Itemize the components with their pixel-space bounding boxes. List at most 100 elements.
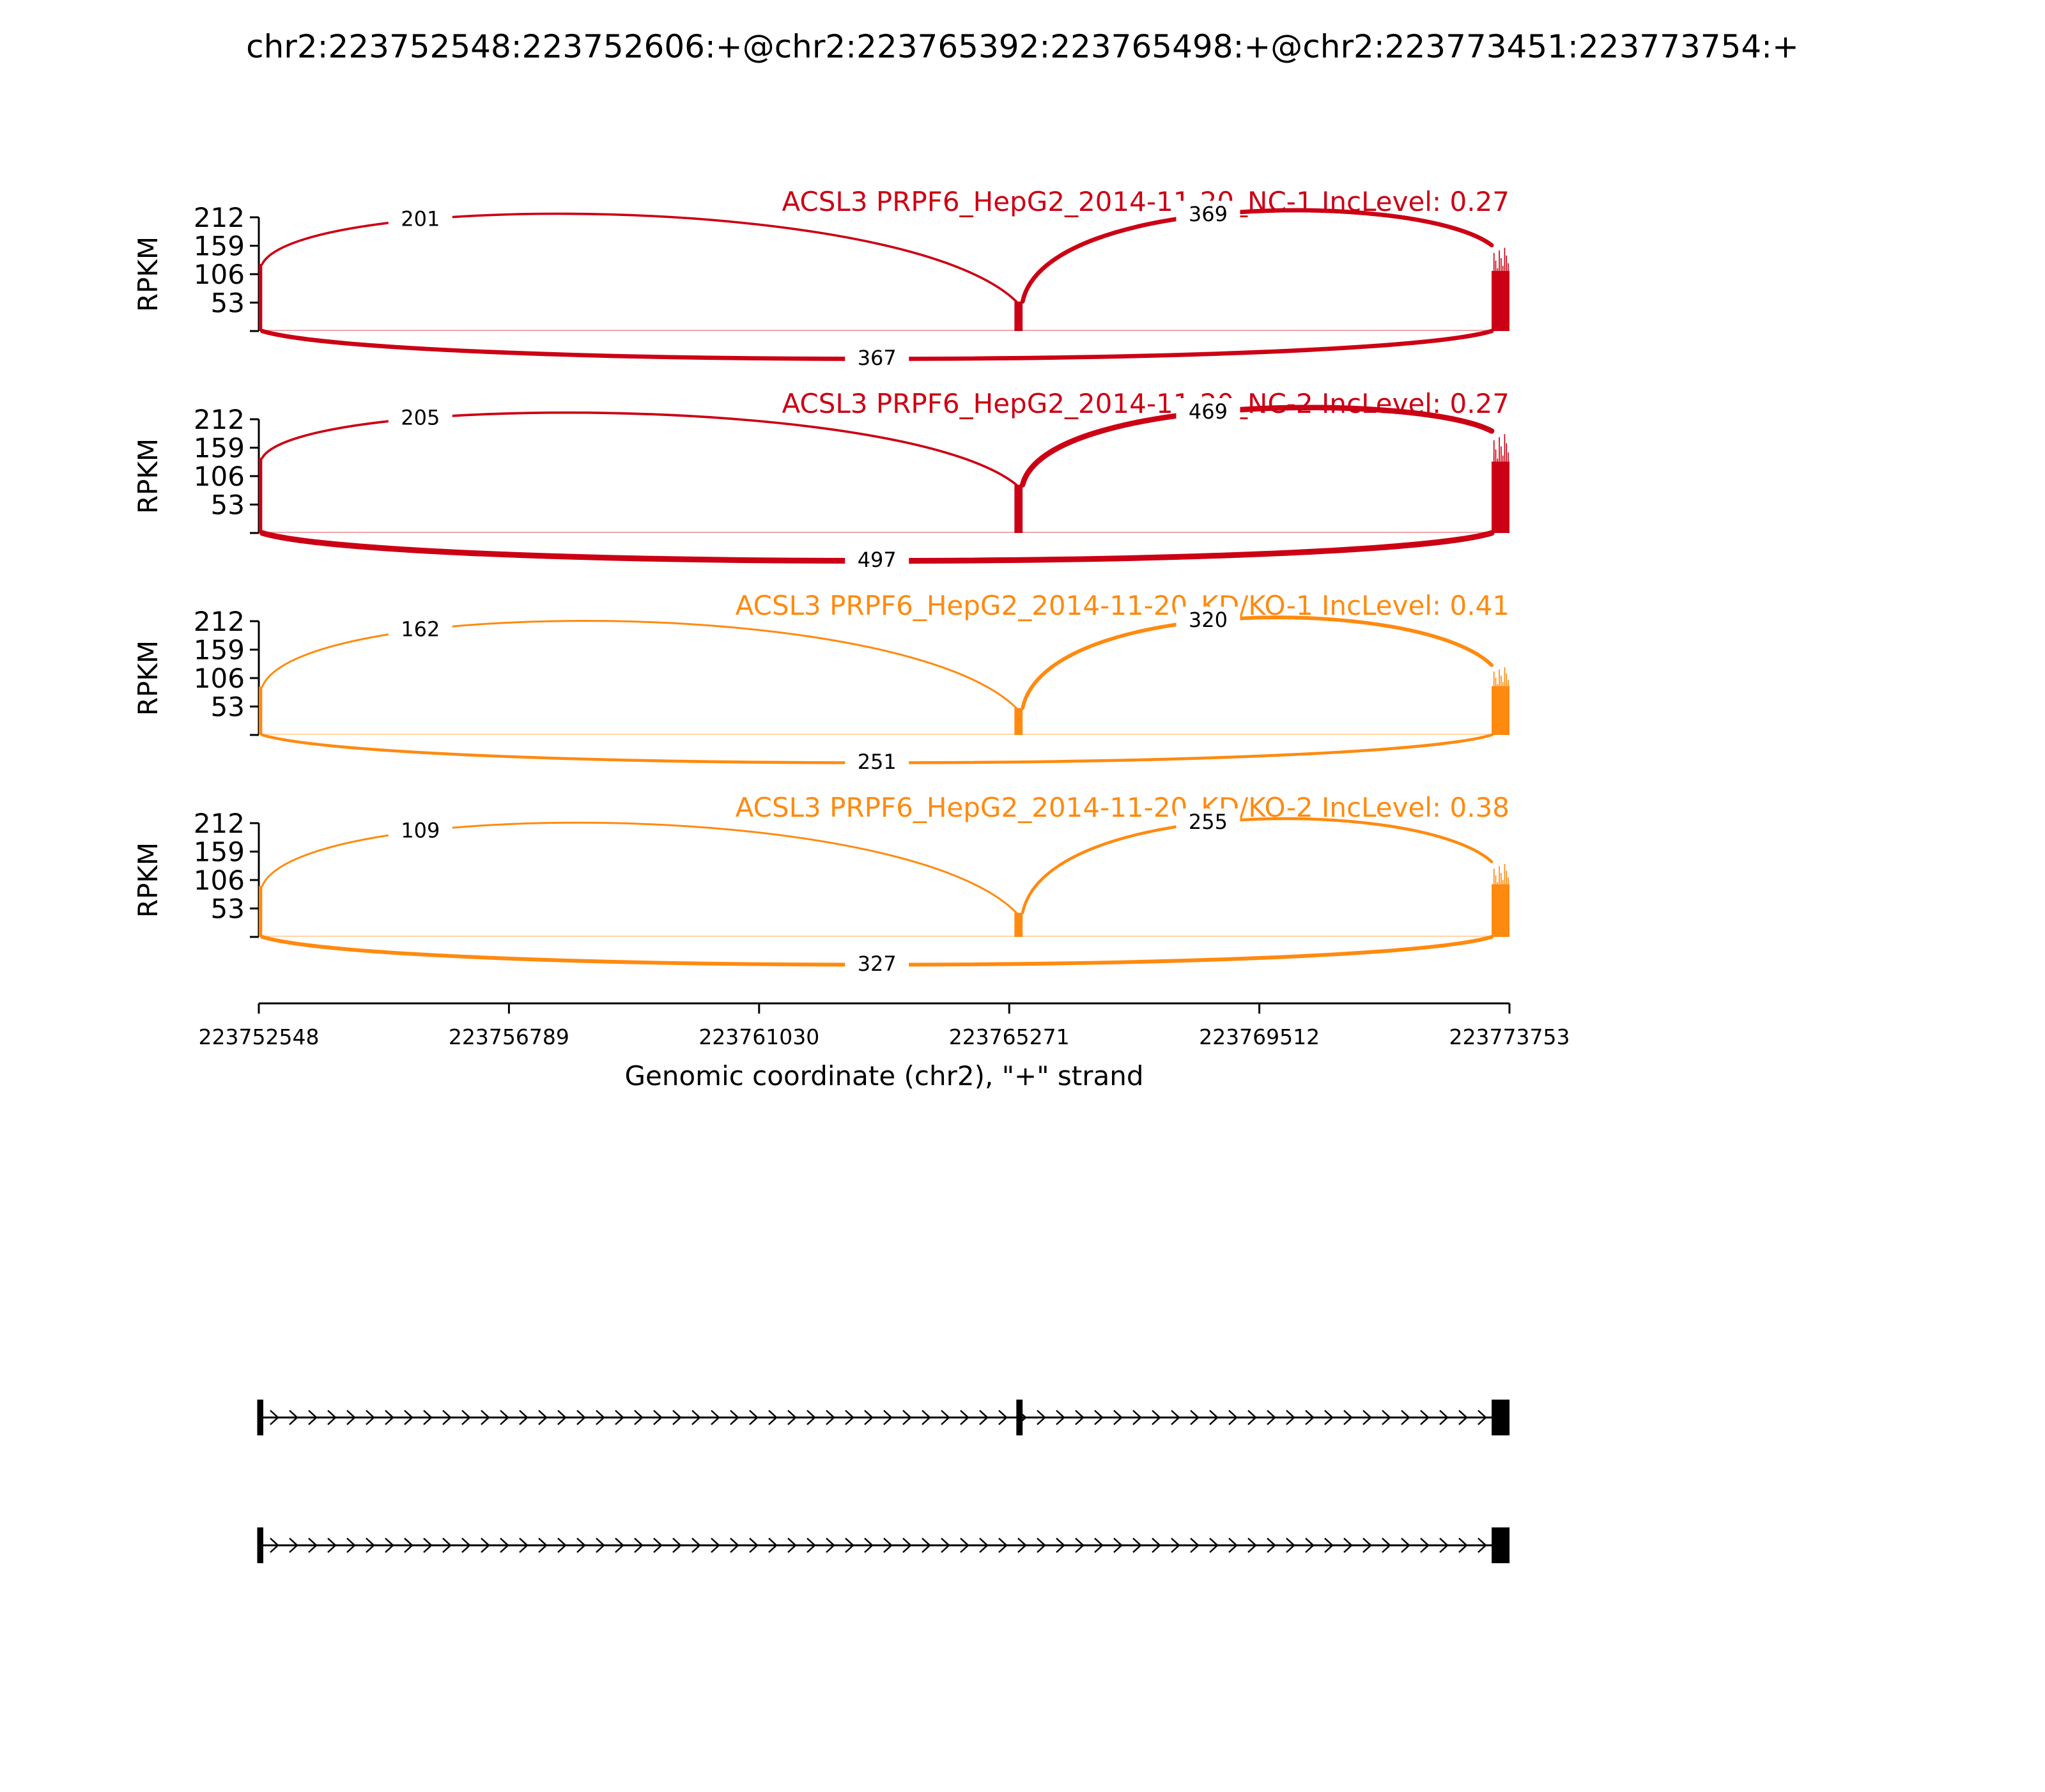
exon-coverage xyxy=(1492,461,1493,533)
y-tick-label: 53 xyxy=(211,490,245,521)
strand-arrow xyxy=(538,1538,548,1553)
strand-arrow xyxy=(1305,1538,1315,1553)
exon-coverage xyxy=(1495,677,1497,735)
strand-arrow xyxy=(1305,1410,1315,1425)
strand-arrow xyxy=(1420,1410,1430,1425)
strand-arrow xyxy=(1094,1410,1104,1425)
y-tick-label: 53 xyxy=(211,288,245,319)
strand-arrow xyxy=(1228,1410,1238,1425)
x-tick-label: 223773753 xyxy=(1449,1024,1570,1049)
exon-coverage xyxy=(259,264,263,331)
strand-arrow xyxy=(922,1538,931,1553)
strand-arrow xyxy=(576,1538,586,1553)
strand-arrow xyxy=(1382,1410,1391,1425)
panel-label: ACSL3 PRPF6_HepG2_2014-11-20_KD/KO-1 Inc… xyxy=(736,590,1509,621)
exon-coverage xyxy=(1493,252,1495,331)
junction-arc xyxy=(261,620,1017,709)
strand-arrow xyxy=(1362,1538,1372,1553)
strand-arrow xyxy=(711,1538,720,1553)
junction-count-bg xyxy=(1176,398,1240,424)
exon-coverage xyxy=(1501,258,1502,331)
strand-arrow xyxy=(749,1410,759,1425)
exon-coverage xyxy=(1499,866,1500,937)
exon-coverage xyxy=(259,686,263,735)
x-tick-label: 223756789 xyxy=(449,1024,569,1049)
strand-arrow xyxy=(1247,1410,1257,1425)
strand-arrow xyxy=(1209,1538,1219,1553)
junction-count-bg xyxy=(1176,606,1240,633)
junction-count-bg xyxy=(388,615,452,642)
strand-arrow xyxy=(500,1410,509,1425)
strand-arrow xyxy=(806,1410,816,1425)
exon-coverage xyxy=(1493,671,1495,735)
isoform-exon xyxy=(259,1400,263,1435)
exon-coverage xyxy=(1497,882,1499,937)
exon-coverage xyxy=(1014,913,1023,937)
strand-arrow xyxy=(327,1410,337,1425)
strand-arrow xyxy=(1478,1538,1487,1553)
strand-arrow xyxy=(1209,1410,1219,1425)
strand-arrow xyxy=(596,1538,605,1553)
strand-arrow xyxy=(346,1410,356,1425)
strand-arrow xyxy=(1113,1410,1123,1425)
y-tick-label: 53 xyxy=(211,893,245,925)
strand-arrow xyxy=(768,1410,778,1425)
strand-arrow xyxy=(960,1538,969,1553)
strand-arrow xyxy=(1343,1538,1353,1553)
strand-arrow xyxy=(442,1538,452,1553)
exon-coverage xyxy=(1506,443,1508,533)
exon-coverage xyxy=(1493,440,1495,533)
panel-label: ACSL3 PRPF6_HepG2_2014-11-20_NC-1 IncLev… xyxy=(782,186,1509,217)
junction-count-label: 320 xyxy=(1189,608,1228,632)
strand-arrow xyxy=(1190,1410,1200,1425)
junction-arc xyxy=(1021,615,1494,710)
strand-arrow xyxy=(1420,1538,1430,1553)
exon-coverage xyxy=(1508,679,1509,735)
strand-arrow xyxy=(1478,1410,1487,1425)
exon-coverage xyxy=(1508,877,1509,937)
exon-coverage xyxy=(1506,673,1508,735)
junction-count-bg xyxy=(1176,808,1240,835)
strand-arrow xyxy=(270,1410,279,1425)
strand-arrow xyxy=(461,1538,471,1553)
junction-arc xyxy=(261,411,1018,486)
strand-arrow xyxy=(1401,1538,1410,1553)
exon-coverage xyxy=(1504,247,1506,331)
strand-arrow xyxy=(979,1410,989,1425)
strand-arrow xyxy=(557,1538,567,1553)
junction-count-label: 201 xyxy=(401,206,440,231)
junction-arc xyxy=(1021,817,1493,915)
junction-count-label: 251 xyxy=(858,750,897,774)
strand-arrow xyxy=(1171,1538,1180,1553)
strand-arrow xyxy=(442,1410,452,1425)
strand-arrow xyxy=(979,1538,989,1553)
strand-arrow xyxy=(1190,1538,1200,1553)
x-tick-label: 223752548 xyxy=(199,1024,320,1049)
exon-coverage xyxy=(1502,265,1504,331)
strand-arrow xyxy=(1056,1410,1065,1425)
y-tick-label: 53 xyxy=(211,691,245,723)
exon-coverage xyxy=(1502,682,1504,735)
strand-arrow xyxy=(366,1538,375,1553)
exon-coverage xyxy=(1495,260,1497,331)
exon-coverage xyxy=(1499,250,1500,331)
y-axis-label: RPKM xyxy=(132,236,164,312)
exon-coverage xyxy=(1499,437,1500,533)
strand-arrow xyxy=(1439,1410,1449,1425)
strand-arrow xyxy=(538,1410,548,1425)
strand-arrow xyxy=(385,1538,394,1553)
exon-coverage xyxy=(1492,686,1493,735)
strand-arrow xyxy=(998,1538,1008,1553)
junction-arc xyxy=(1020,208,1494,304)
strand-arrow xyxy=(308,1410,318,1425)
strand-arrow xyxy=(864,1410,874,1425)
strand-arrow xyxy=(1247,1538,1257,1553)
y-tick-label: 106 xyxy=(194,259,245,290)
x-tick-label: 223761030 xyxy=(698,1024,819,1049)
y-tick-label: 212 xyxy=(194,606,245,637)
strand-arrow xyxy=(902,1410,912,1425)
